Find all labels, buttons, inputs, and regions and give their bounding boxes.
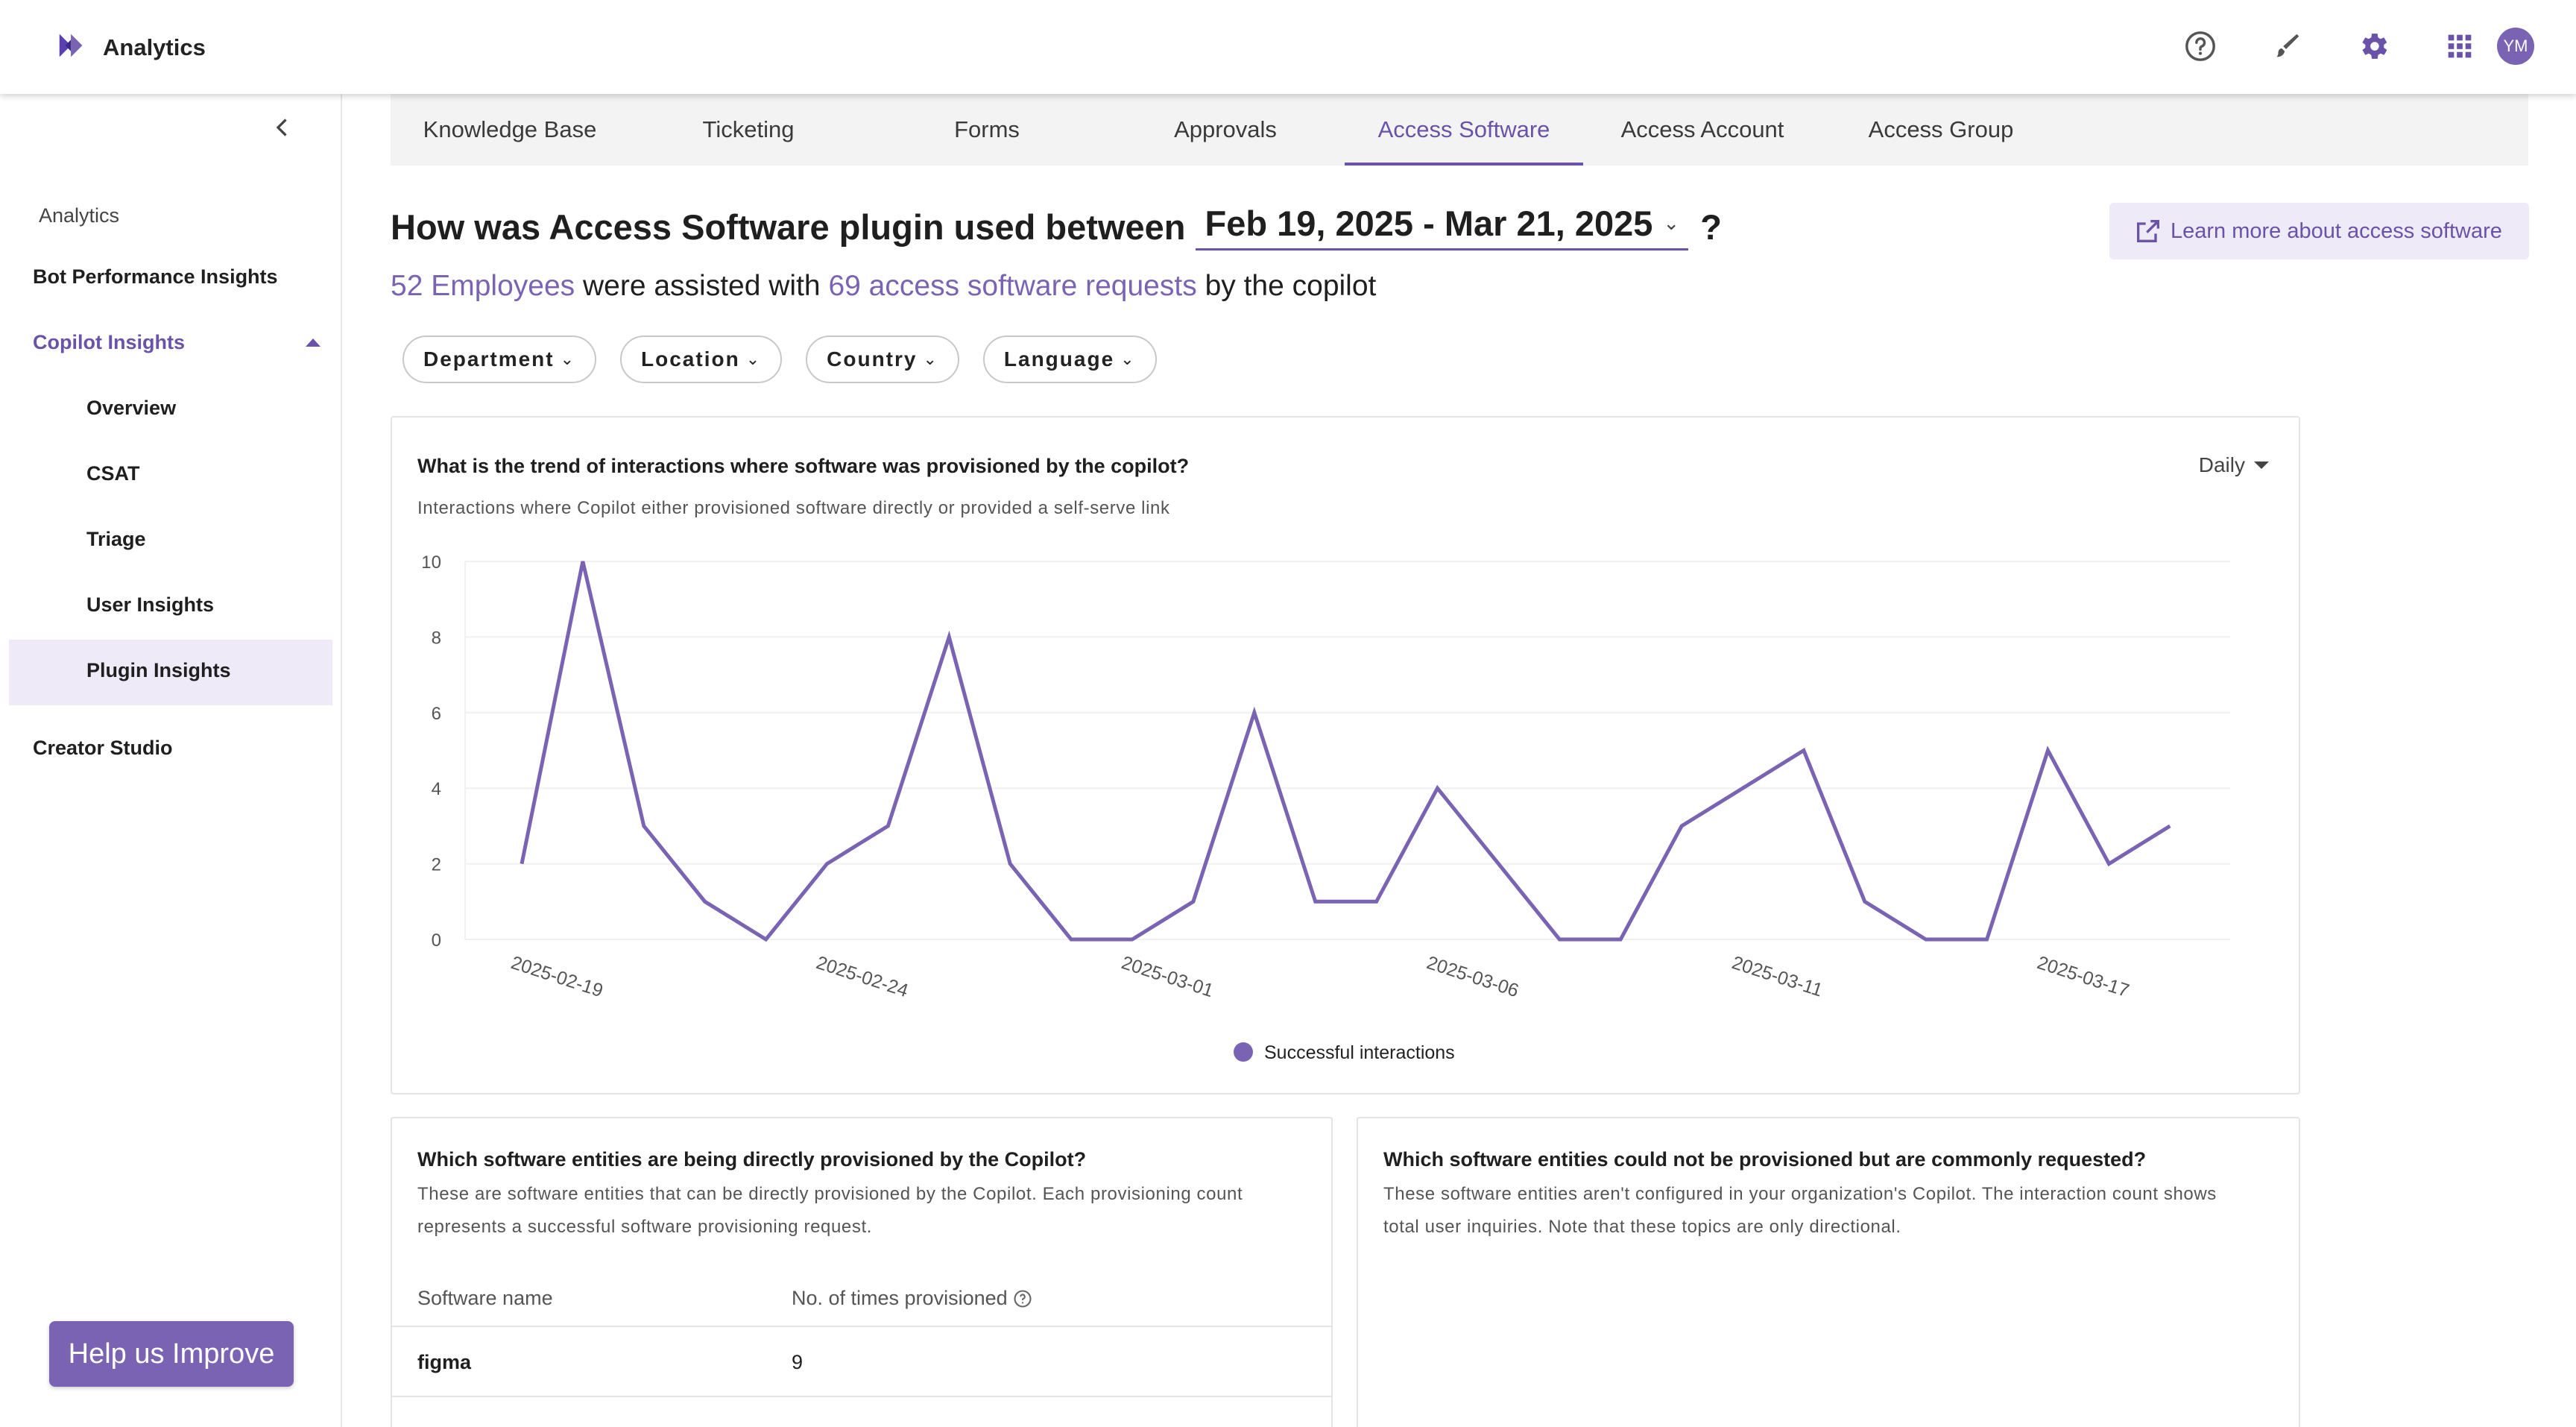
tab-knowledge-base[interactable]: Knowledge Base <box>423 116 597 142</box>
help-us-improve-button[interactable]: Help us Improve <box>49 1321 294 1387</box>
provisioned-card-description-line2: represents a successful software provisi… <box>417 1217 873 1237</box>
tab-access-software[interactable]: Access Software <box>1345 94 1583 166</box>
filter-language-label: Language <box>1003 347 1115 371</box>
trend-card-description: Interactions where Copilot either provis… <box>417 498 1170 518</box>
apps-grid-icon[interactable] <box>2436 22 2484 70</box>
date-range-value: Feb 19, 2025 - Mar 21, 2025 <box>1205 204 1653 243</box>
x-tick-label: 2025-03-11 <box>1729 952 1825 1001</box>
sidebar-item-creator-studio[interactable]: Creator Studio <box>33 737 173 759</box>
requests-count: 69 access software requests <box>828 270 1197 302</box>
sidebar-item-copilot-insights[interactable]: Copilot Insights <box>33 331 185 353</box>
legend-label: Successful interactions <box>1264 1042 1455 1063</box>
filter-department[interactable]: Department ⌄ <box>402 336 597 383</box>
times-provisioned-cell: 9 <box>792 1351 804 1373</box>
filter-bar: Department ⌄ Location ⌄ Country ⌄ Language ⌄ <box>402 336 1181 383</box>
top-bar: Analytics YM <box>0 0 2576 94</box>
user-avatar[interactable]: YM <box>2497 28 2534 65</box>
summary-end: by the copilot <box>1205 270 1377 302</box>
sidebar-item-csat[interactable]: CSAT <box>86 462 140 485</box>
dropdown-arrow-icon <box>2254 462 2269 469</box>
y-tick-label: 6 <box>432 704 441 724</box>
chevron-down-icon: ⌄ <box>560 350 576 368</box>
filter-country[interactable]: Country ⌄ <box>806 336 959 383</box>
x-tick-label: 2025-02-19 <box>508 952 605 1001</box>
sidebar-item-triage[interactable]: Triage <box>86 528 146 550</box>
summary-mid: were assisted with <box>582 270 821 302</box>
granularity-dropdown[interactable]: Daily <box>2199 453 2269 477</box>
sidebar-item-plugin-insights[interactable]: Plugin Insights <box>86 659 231 681</box>
y-tick-label: 8 <box>432 628 441 648</box>
x-tick-label: 2025-03-01 <box>1119 952 1216 1001</box>
info-help-icon[interactable] <box>1012 1288 1033 1309</box>
x-tick-label: 2025-02-24 <box>814 952 911 1001</box>
x-tick-label: 2025-03-17 <box>2035 952 2132 1001</box>
chevron-down-icon: ⌄ <box>745 350 762 368</box>
series-line-successful-interactions <box>520 561 2171 942</box>
legend-swatch <box>1234 1042 1253 1062</box>
tab-access-account[interactable]: Access Account <box>1620 116 1784 142</box>
sidebar-item-bot-performance[interactable]: Bot Performance Insights <box>33 265 278 288</box>
collapse-sidebar-chevron-left-icon[interactable] <box>267 112 298 143</box>
tab-access-group[interactable]: Access Group <box>1868 116 2014 142</box>
chevron-down-icon: ⌄ <box>1120 350 1136 368</box>
column-header-times-provisioned-label: No. of times provisioned <box>792 1287 1008 1309</box>
summary-line: 52 Employees were assisted with 69 acces… <box>391 270 1376 303</box>
brand-logo-icon <box>55 28 89 66</box>
sidebar-item-user-insights[interactable]: User Insights <box>86 593 215 616</box>
unprovisioned-card-title: Which software entities could not be pro… <box>1383 1148 2147 1171</box>
x-tick-label: 2025-03-06 <box>1424 952 1521 1001</box>
filter-department-label: Department <box>423 347 555 371</box>
provisioned-software-card: Which software entities are being direct… <box>391 1117 1333 1427</box>
sidebar-item-overview[interactable]: Overview <box>86 397 177 419</box>
brand[interactable]: Analytics <box>55 28 206 66</box>
brush-icon[interactable] <box>2263 22 2311 70</box>
tab-forms[interactable]: Forms <box>954 116 1020 142</box>
caret-up-icon[interactable] <box>306 338 321 347</box>
filter-location[interactable]: Location ⌄ <box>620 336 783 383</box>
settings-gear-icon[interactable] <box>2349 22 2397 70</box>
date-range-picker[interactable]: Feb 19, 2025 - Mar 21, 2025 ⌄ <box>1196 203 1689 251</box>
chevron-down-icon: ⌄ <box>923 350 938 368</box>
y-tick-label: 0 <box>432 930 441 951</box>
provisioned-card-title: Which software entities are being direct… <box>417 1148 1087 1171</box>
unprovisioned-card-description-line2: total user inquiries. Note that these to… <box>1383 1217 1901 1237</box>
app-title: Analytics <box>103 34 206 60</box>
y-tick-label: 2 <box>432 855 441 875</box>
help-circle-icon[interactable] <box>2176 22 2224 70</box>
software-name-cell: figma <box>417 1351 472 1373</box>
sidebar-active-highlight <box>9 640 332 705</box>
page-title-suffix: ? <box>1700 207 1722 247</box>
provisioned-card-description-line1: These are software entities that can be … <box>417 1184 1243 1204</box>
sidebar-section-label: Analytics <box>39 204 120 227</box>
trend-line-chart: 0 2 4 6 8 10 2025-02-19 2025-02-24 2025-03-01 202… <box>421 552 2230 1063</box>
tab-ticketing[interactable]: Ticketing <box>702 116 795 142</box>
filter-country-label: Country <box>827 347 918 371</box>
column-header-software-name[interactable]: Software name <box>417 1287 553 1309</box>
unprovisioned-card-description-line1: These software entities aren't configure… <box>1383 1184 2217 1204</box>
granularity-value: Daily <box>2198 453 2245 476</box>
column-header-times-provisioned[interactable]: No. of times provisioned <box>792 1287 1033 1310</box>
y-tick-label: 4 <box>432 779 441 799</box>
open-external-icon <box>2137 220 2159 242</box>
trend-chart-card: What is the trend of interactions where … <box>391 416 2300 1094</box>
trend-card-title: What is the trend of interactions where … <box>417 455 1190 477</box>
employees-count: 52 Employees <box>391 270 575 302</box>
tab-approvals[interactable]: Approvals <box>1174 116 1277 142</box>
page-title: How was Access Software plugin used betw… <box>391 203 1722 251</box>
page-title-prefix: How was Access Software plugin used betw… <box>391 207 1186 247</box>
y-tick-label: 10 <box>421 552 441 573</box>
filter-location-label: Location <box>641 347 740 371</box>
table-row[interactable]: figma 9 <box>392 1329 1331 1397</box>
unprovisioned-software-card: Which software entities could not be pro… <box>1357 1117 2300 1427</box>
chevron-down-icon: ⌄ <box>1663 212 1680 234</box>
plugin-tabs: Knowledge Base Ticketing Forms Approvals… <box>391 94 2528 166</box>
learn-more-label: Learn more about access software <box>2171 218 2502 243</box>
sidebar: Analytics Bot Performance Insights Copil… <box>0 94 342 1427</box>
filter-language[interactable]: Language ⌄ <box>982 336 1157 383</box>
table-header-row: Software name No. of times provisioned <box>392 1273 1331 1327</box>
learn-more-link[interactable]: Learn more about access software <box>2109 203 2529 259</box>
